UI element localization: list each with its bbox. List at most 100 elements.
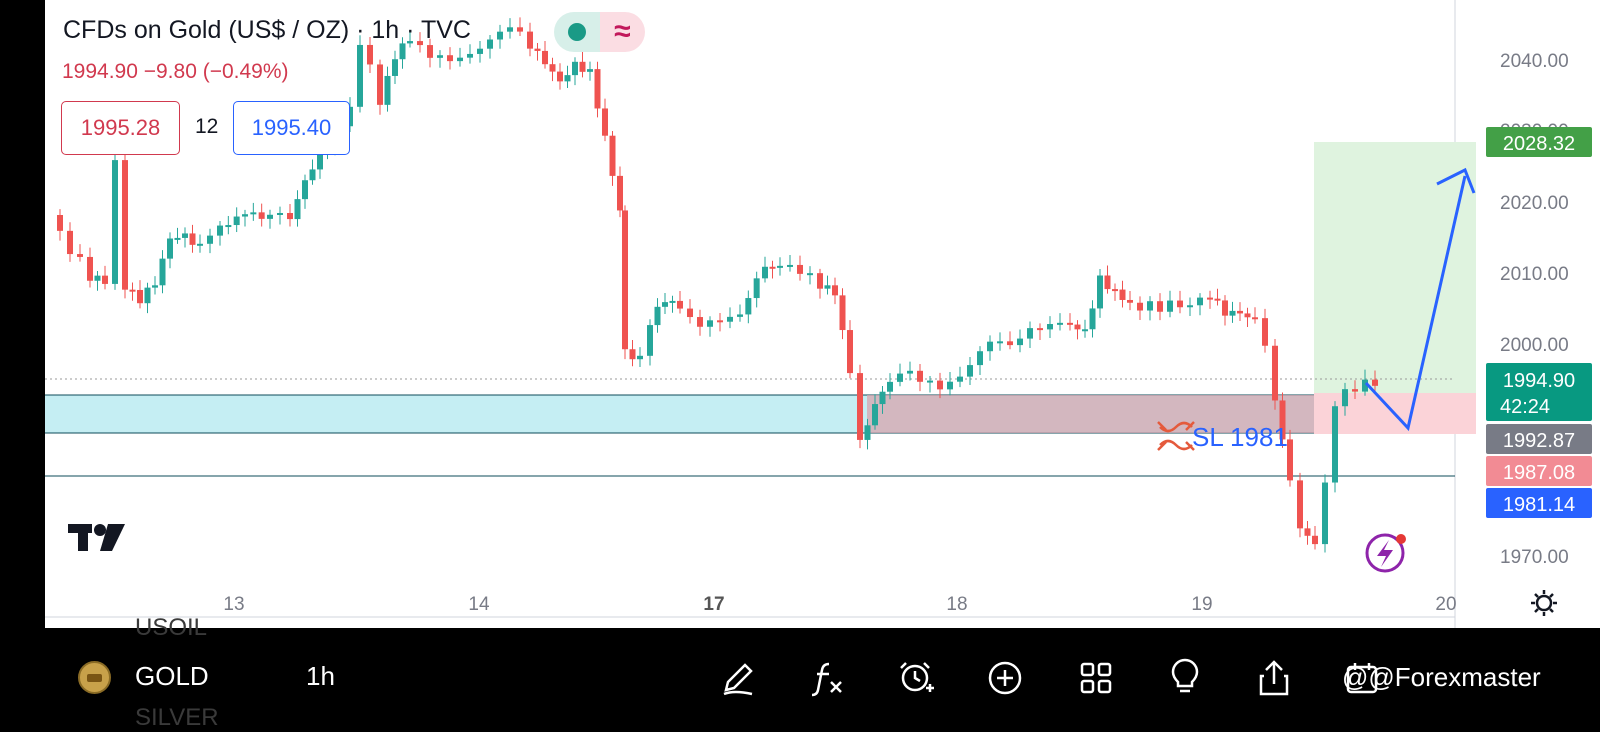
candle-body [872,404,878,426]
candle-body [417,41,423,46]
status-dot-icon [554,12,600,52]
candle-countdown: 42:24 [1500,396,1550,418]
symbol-title[interactable]: CFDs on Gold (US$ / OZ) · 1h · TVC [63,16,471,44]
candle-body [534,48,541,51]
buy-button[interactable]: 1995.40 [233,101,350,155]
share-icon[interactable] [1254,658,1294,698]
candle-body [762,266,768,279]
candle-body [797,264,803,274]
candle-body [182,233,188,238]
candle-body [1342,389,1348,407]
candle-body [654,306,661,326]
candle-body [1097,275,1103,309]
pencil-icon[interactable] [718,658,758,698]
candle-body [1119,289,1126,300]
candle-body [1304,528,1311,536]
candle-body [112,160,118,284]
candle-body [167,238,173,259]
grey-level-label-bg [1486,424,1592,454]
candle-body [159,258,166,286]
candle-body [242,214,248,217]
candle-body [1207,297,1213,300]
gear-icon[interactable] [1531,590,1557,616]
candle-body [277,212,283,215]
candle-body [662,302,668,307]
candle-body [572,61,578,76]
candle-body [1262,318,1268,346]
candle-body [717,320,723,323]
candle-body [727,316,733,322]
alarm-add-icon[interactable] [896,658,936,698]
bottom-toolbar: USOIL GOLD SILVER 1h @@Forexmaster [0,614,1600,731]
forecast-arrow[interactable] [1364,175,1467,432]
candle-body [87,256,93,281]
candle-body [367,44,373,65]
candle-body [287,212,293,220]
candle-body [887,381,893,392]
candle-body [879,391,886,405]
candle-body [477,48,483,54]
candle-body [174,237,181,240]
lightbulb-icon[interactable] [1165,658,1205,698]
target-zone[interactable] [1314,142,1476,393]
candle-body [777,265,783,268]
grid-icon[interactable] [1076,658,1116,698]
candle-body [152,285,158,288]
sell-button[interactable]: 1995.28 [61,101,180,155]
candle-body [102,275,108,284]
candle-body [517,27,523,32]
candle-body [377,64,383,105]
candle-body [77,254,83,257]
candle-body [427,45,433,58]
grey-level-label: 1992.87 [1503,430,1575,452]
candle-body [1222,300,1228,316]
symbol-list-item-below[interactable]: SILVER [135,704,219,731]
candle-body [144,287,151,304]
red-level-label: 1987.08 [1503,462,1575,484]
candle-body [1312,535,1318,545]
candles [57,17,1378,553]
candle-body [937,380,943,390]
indicator-icon: ≈ [600,12,645,52]
function-icon[interactable] [807,658,847,698]
candle-body [807,273,813,276]
candle-body [817,273,823,289]
candle-body [507,27,513,32]
candle-body [392,59,398,76]
candle-body [1287,439,1293,481]
symbol-list-item-above[interactable]: USOIL [135,614,208,641]
indicator-chip[interactable]: ≈ [554,12,645,52]
price-tick: 2040.00 [1500,51,1569,72]
symbol-selector[interactable]: GOLD [135,661,209,691]
candle-body [1252,317,1258,320]
candle-body [1352,389,1358,392]
candle-body [957,376,963,382]
candle-body [527,31,533,49]
candle-body [57,215,63,231]
candle-body [1112,289,1118,292]
candle-body [622,210,628,350]
blue-level-label-bg [1486,488,1592,518]
candle-body [617,175,623,211]
plus-circle-icon[interactable] [985,658,1025,698]
gold-symbol-icon [78,661,111,694]
candle-body [207,235,213,244]
candle-body [1177,300,1183,308]
lightning-icon[interactable] [1365,533,1406,573]
candle-body [1229,310,1236,316]
candle-body [832,285,838,296]
candle-body [927,380,933,383]
candle-body [122,160,128,290]
stop-zone[interactable] [867,395,1377,433]
interval-selector[interactable]: 1h [306,661,335,691]
chart-canvas[interactable]: SL 1981 2040.00 2030.00 2020.00 2010.00 … [0,0,1600,628]
candle-body [745,298,752,315]
candle-body [457,57,463,62]
calendar-icon[interactable] [1342,658,1382,698]
candle-body [1147,301,1153,311]
take-profit-label: 2028.32 [1503,133,1575,155]
candle-body [437,55,443,58]
candle-body [1157,301,1163,312]
candle-body [67,230,73,255]
blue-level-label: 1981.14 [1503,494,1575,516]
